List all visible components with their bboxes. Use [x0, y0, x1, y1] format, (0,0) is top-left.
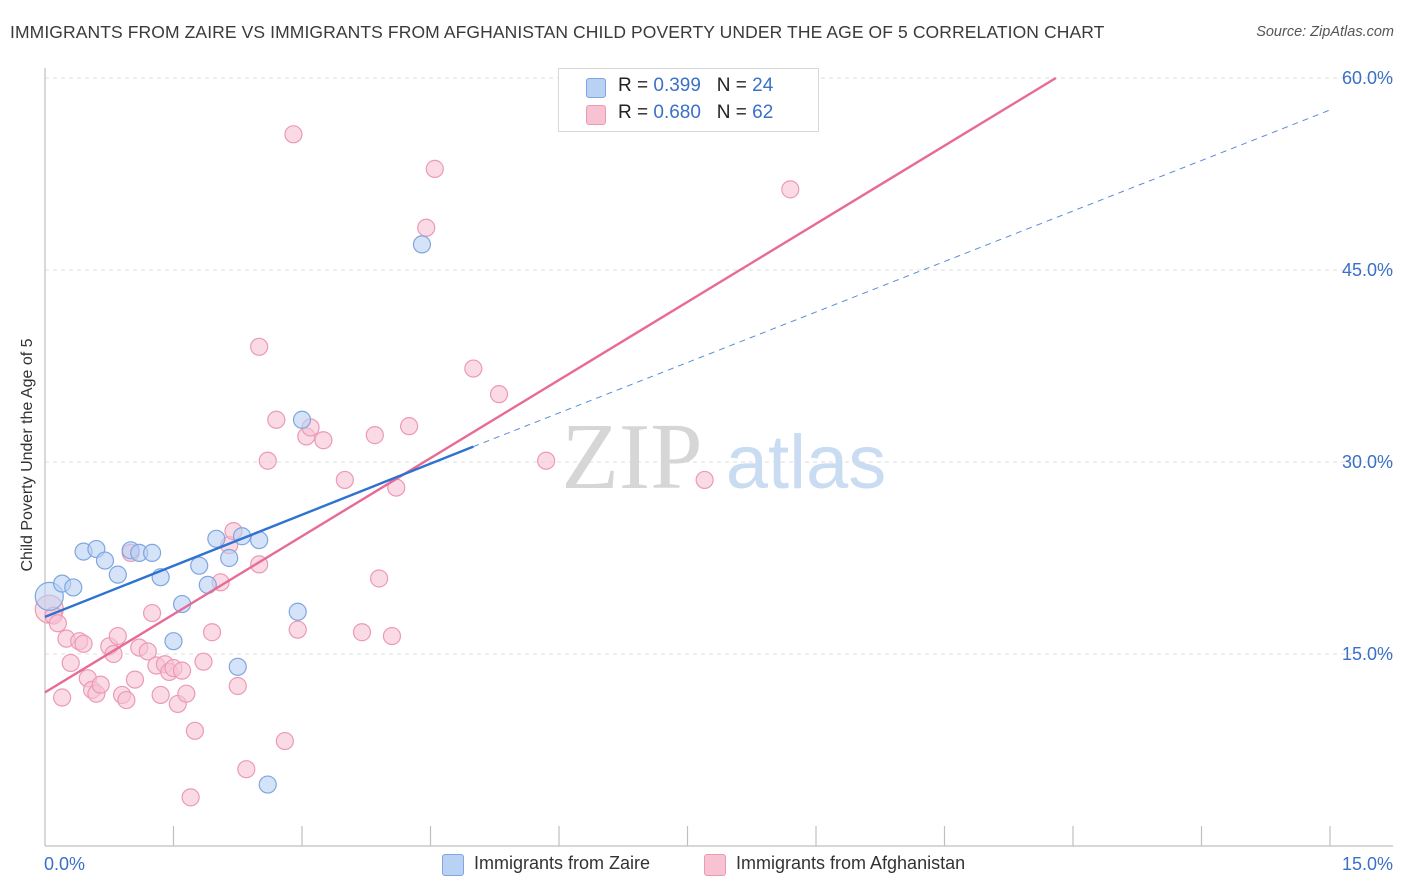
afghanistan-point — [417, 218, 436, 237]
legend-swatch-zaire — [442, 854, 464, 876]
afghanistan-point — [425, 159, 444, 178]
zaire-point — [288, 602, 307, 621]
zaire-point — [64, 578, 83, 597]
afghanistan-point — [781, 180, 800, 199]
afghanistan-point — [104, 644, 123, 664]
x-tick-labels: 0.0% 15.0% — [44, 854, 1393, 874]
afghanistan-point — [172, 661, 192, 680]
source-label: Source: ZipAtlas.com — [1256, 24, 1394, 40]
afghanistan-point — [151, 685, 170, 705]
series-legend: Immigrants from Zaire Immigrants from Af… — [0, 852, 1406, 878]
zaire-point — [220, 548, 239, 568]
watermark-atlas: atlas — [726, 420, 887, 505]
afghanistan-point — [142, 603, 162, 623]
afghanistan-point — [365, 426, 384, 445]
afghanistan-point — [267, 410, 286, 429]
legend-r-value-afghanistan: 0.680 — [653, 102, 701, 123]
zaire-point — [95, 551, 115, 570]
afghanistan-point — [537, 451, 556, 470]
trend-lines — [44, 76, 1331, 694]
afghanistan-point — [91, 675, 110, 694]
y-axis-label: Child Poverty Under the Age of 5 — [19, 338, 36, 572]
legend-r-label: R = — [618, 75, 649, 96]
zaire-point — [190, 556, 209, 575]
legend-r-value-zaire: 0.399 — [653, 75, 701, 96]
afghanistan-trend-line — [44, 76, 1057, 694]
chart-title: IMMIGRANTS FROM ZAIRE VS IMMIGRANTS FROM… — [10, 22, 1105, 42]
legend-n-value-afghanistan: 62 — [752, 102, 774, 123]
afghanistan-point — [202, 623, 222, 642]
afghanistan-point — [117, 690, 136, 710]
afghanistan-point — [258, 451, 277, 470]
afghanistan-point — [228, 676, 247, 696]
y-tick-label-1: 30.0% — [1342, 452, 1393, 472]
afghanistan-point — [138, 642, 157, 661]
afghanistan-point — [125, 670, 145, 689]
afghanistan-point — [352, 623, 372, 642]
legend-n-label: N = — [716, 75, 747, 96]
afghanistan-point — [194, 652, 213, 671]
afghanistan-point — [284, 125, 303, 144]
afghanistan-point — [48, 614, 67, 633]
x-tick-label-0: 0.0% — [44, 854, 85, 874]
legend-swatch-afghanistan — [704, 854, 726, 876]
afghanistan-point — [185, 721, 205, 740]
zaire-point — [108, 565, 127, 584]
zaire-point — [228, 657, 247, 676]
afghanistan-point — [177, 684, 196, 703]
afghanistan-point — [370, 569, 389, 588]
afghanistan-point — [399, 417, 419, 436]
legend-label-afghanistan: Immigrants from Afghanistan — [736, 853, 966, 873]
afghanistan-point — [53, 688, 72, 707]
afghanistan-point — [61, 653, 80, 673]
y-tick-label-2: 45.0% — [1342, 260, 1393, 280]
afghanistan-point — [335, 470, 354, 490]
afghanistan-point — [275, 731, 294, 751]
zaire-point — [292, 410, 312, 429]
data-points — [34, 125, 800, 807]
axes — [44, 68, 1393, 847]
zaire-trend-line — [44, 445, 474, 618]
zaire-point — [207, 529, 226, 548]
y-tick-labels: 15.0% 30.0% 45.0% 60.0% — [1342, 68, 1393, 664]
y-tick-label-3: 60.0% — [1342, 68, 1393, 88]
afghanistan-point — [382, 626, 402, 646]
afghanistan-point — [464, 359, 483, 378]
legend-swatch-zaire — [586, 78, 606, 98]
legend-n-value-zaire: 24 — [752, 75, 774, 96]
afghanistan-point — [250, 337, 269, 356]
legend-swatch-afghanistan — [586, 105, 606, 125]
afghanistan-point — [74, 634, 93, 653]
y-tick-label-0: 15.0% — [1342, 644, 1393, 664]
afghanistan-point — [314, 431, 333, 450]
watermark-zip: ZIP — [562, 405, 703, 509]
afghanistan-point — [108, 626, 127, 646]
afghanistan-point — [288, 620, 307, 639]
afghanistan-point — [181, 788, 200, 807]
legend-r-label: R = — [618, 102, 649, 123]
zaire-point — [142, 543, 162, 562]
zaire-point — [258, 775, 277, 794]
zaire-point — [412, 235, 432, 254]
zaire-point — [164, 632, 183, 651]
stats-legend: R = 0.399 N = 24 R = 0.680 N = 62 — [558, 68, 819, 132]
afghanistan-point — [489, 385, 509, 404]
afghanistan-point — [695, 470, 714, 490]
legend-n-label: N = — [716, 102, 747, 123]
afghanistan-point — [237, 760, 256, 779]
legend-label-zaire: Immigrants from Zaire — [474, 853, 651, 873]
x-tick-label-1: 15.0% — [1342, 854, 1393, 874]
watermark: ZIP atlas — [562, 405, 887, 509]
zaire-trend-extension — [473, 109, 1331, 448]
